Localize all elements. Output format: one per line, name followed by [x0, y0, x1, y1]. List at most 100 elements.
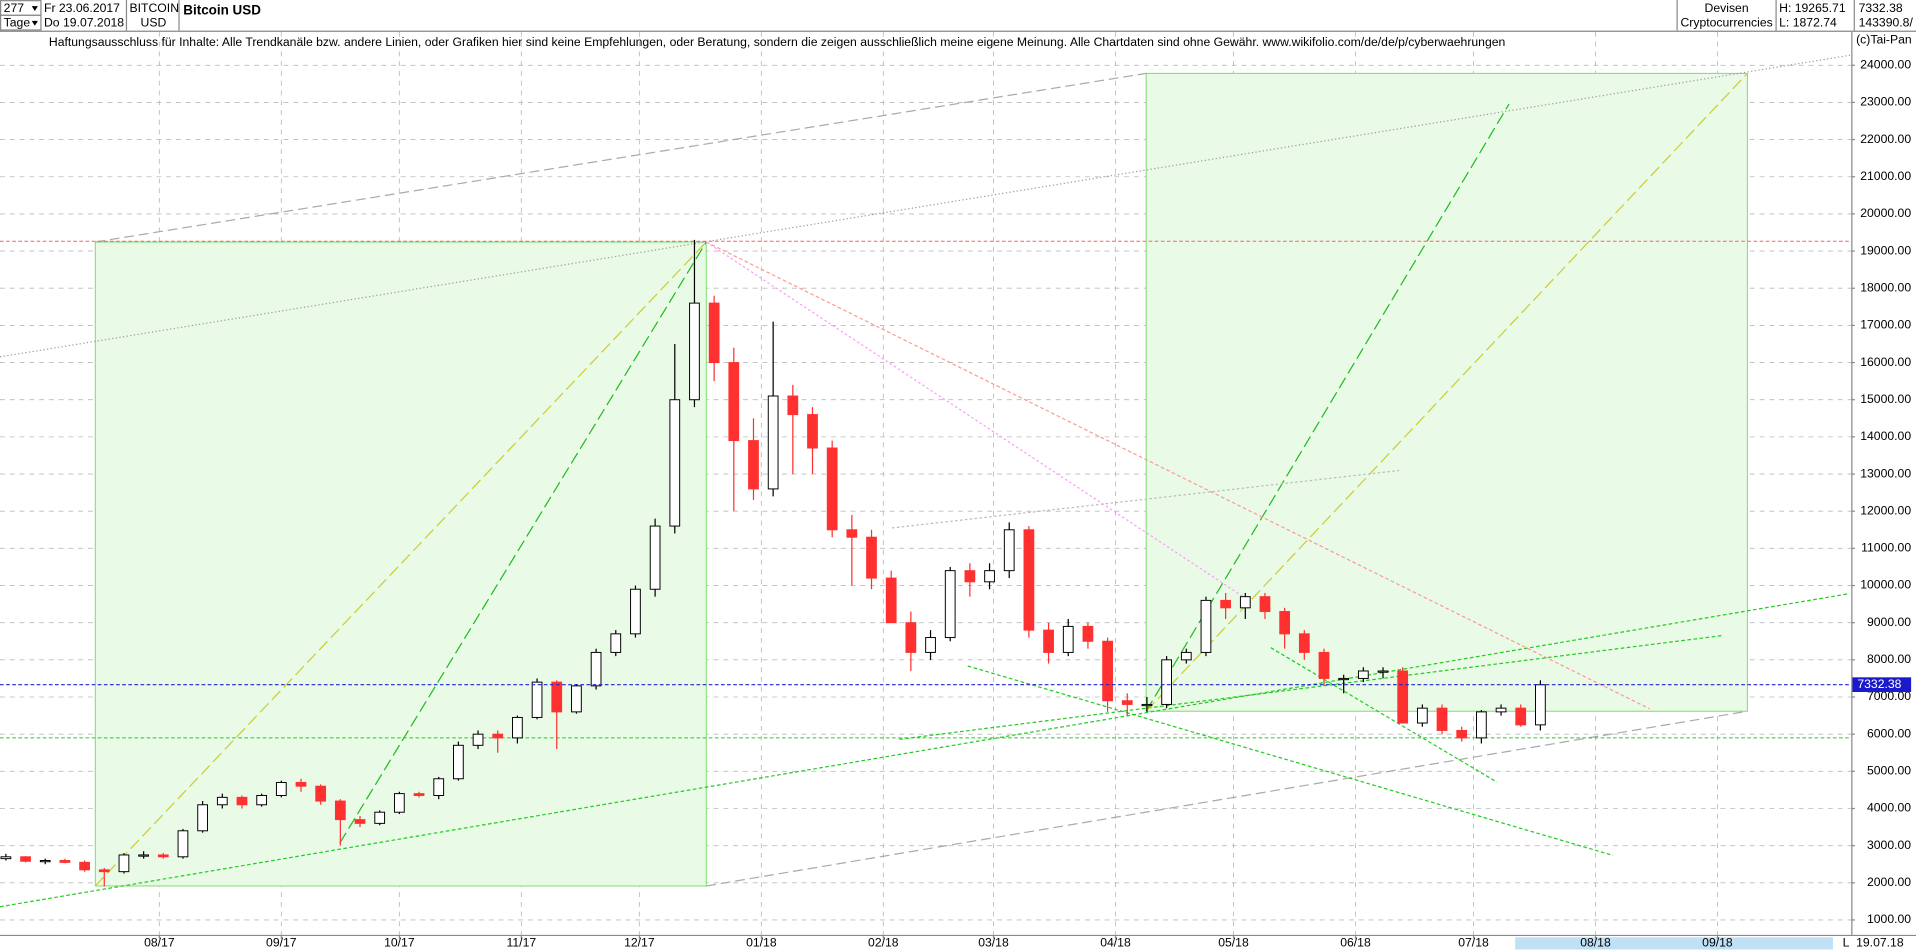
scrollbar[interactable] — [1515, 937, 1833, 950]
high: H: 19265.71 — [1779, 1, 1846, 15]
y-tick-label: 24000.00 — [1860, 57, 1911, 71]
candle-body — [1377, 670, 1389, 673]
candle-body — [1279, 611, 1291, 635]
x-tick-label: 08/18 — [1580, 936, 1611, 950]
count: 277 — [4, 1, 25, 15]
candle-body — [826, 447, 838, 531]
candle-body — [374, 811, 386, 824]
trendlines — [0, 54, 1852, 908]
trendline — [95, 72, 1147, 243]
candle-body — [728, 362, 740, 442]
candle-body — [216, 796, 228, 806]
candle-body — [1416, 707, 1428, 724]
candle-body — [1397, 670, 1409, 724]
candle-body — [944, 570, 956, 639]
candle-body — [531, 681, 543, 718]
candle-body — [1023, 529, 1035, 631]
candle-body — [1476, 711, 1487, 739]
y-tick-label: 2000.00 — [1867, 875, 1911, 889]
start-date: Fr 23.06.2017 — [44, 1, 120, 15]
candle-body — [1318, 651, 1330, 679]
x-tick-label: 11/17 — [507, 936, 537, 950]
period: Tage — [4, 15, 31, 29]
x-tick-label: 03/18 — [978, 936, 1009, 950]
dropdown-arrow — [31, 6, 38, 12]
candle-body — [118, 854, 130, 873]
y-tick-label: 6000.00 — [1867, 726, 1911, 740]
y-tick-label: 8000.00 — [1867, 652, 1911, 666]
candle-body — [157, 854, 169, 858]
candle-body — [1200, 599, 1212, 653]
x-tick-label: 04/18 — [1100, 936, 1131, 950]
trendline — [0, 593, 1848, 908]
candle-body — [39, 860, 51, 863]
candle-body — [98, 869, 110, 873]
x-tick-label: 12/17 — [624, 936, 655, 950]
y-tick-label: 11000.00 — [1861, 541, 1911, 555]
y-tick-label: 12000.00 — [1860, 503, 1911, 517]
trendline — [1145, 103, 1510, 712]
y-tick-label: 22000.00 — [1860, 132, 1911, 146]
candle-body — [413, 793, 425, 796]
trendline — [94, 241, 707, 887]
trendline — [967, 665, 1614, 856]
candle-body — [79, 861, 90, 871]
x-tick-label: 08/17 — [144, 936, 175, 950]
candle-body — [334, 800, 346, 821]
trendline — [706, 241, 1650, 710]
candle-body — [551, 681, 563, 713]
y-tick-label: 16000.00 — [1860, 355, 1911, 369]
candle-body — [1495, 707, 1507, 713]
trendline — [339, 241, 707, 844]
candle-body — [1062, 625, 1074, 653]
candle-body — [1357, 670, 1369, 679]
candle-body — [748, 440, 759, 490]
candle-body — [1102, 640, 1113, 702]
candle-body — [295, 781, 307, 787]
disclaimer: Haftungsausschluss für Inhalte: Alle Tre… — [49, 35, 1505, 49]
candle-body — [1003, 529, 1015, 572]
y-tick-label: 19000.00 — [1860, 243, 1911, 257]
candle-body — [59, 860, 71, 863]
candle-body — [138, 854, 149, 857]
candle-body — [236, 796, 248, 806]
candle-body — [433, 778, 445, 796]
volume: 143390.8/ — [1859, 15, 1914, 29]
copyright: (c)Tai-Pan — [1856, 33, 1912, 47]
group: Devisen — [1705, 1, 1749, 15]
y-tick-label: 4000.00 — [1867, 801, 1911, 815]
candle-body — [708, 302, 720, 364]
candle-body — [630, 588, 641, 635]
candle-body — [689, 302, 700, 401]
x-tick-label: 05/18 — [1218, 936, 1249, 950]
y-tick-label: 18000.00 — [1860, 280, 1911, 294]
candle-body — [1259, 596, 1271, 613]
trendline — [899, 634, 1724, 740]
trendline — [705, 241, 1247, 600]
x-tick-label: 09/17 — [266, 936, 297, 950]
candle-body — [1535, 684, 1546, 726]
x-tick-label: 01/18 — [746, 936, 777, 950]
candle-body — [767, 395, 779, 490]
trendline — [1270, 647, 1498, 783]
candle-body — [807, 414, 818, 449]
candle-body — [0, 856, 12, 860]
y-tick-label: 20000.00 — [1860, 206, 1911, 220]
period-box[interactable] — [0, 14, 42, 31]
y-tick-label: 7000.00 — [1867, 689, 1911, 703]
y-tick-label: 9000.00 — [1867, 615, 1911, 629]
candle-body — [1141, 703, 1153, 707]
candle-body — [275, 781, 287, 796]
y-tick-label: 5000.00 — [1867, 764, 1911, 778]
end-date-label: 19.07.18 — [1856, 936, 1904, 950]
candle-body — [393, 793, 405, 813]
last: 7332.38 — [1859, 1, 1903, 15]
candle-body — [866, 536, 877, 579]
candle-body — [354, 819, 366, 824]
y-tick-label: 23000.00 — [1860, 95, 1911, 109]
currency: USD — [141, 15, 167, 29]
dropdown-arrow — [31, 20, 38, 26]
symbol: BITCOIN — [130, 1, 180, 15]
candle-body — [885, 577, 897, 624]
